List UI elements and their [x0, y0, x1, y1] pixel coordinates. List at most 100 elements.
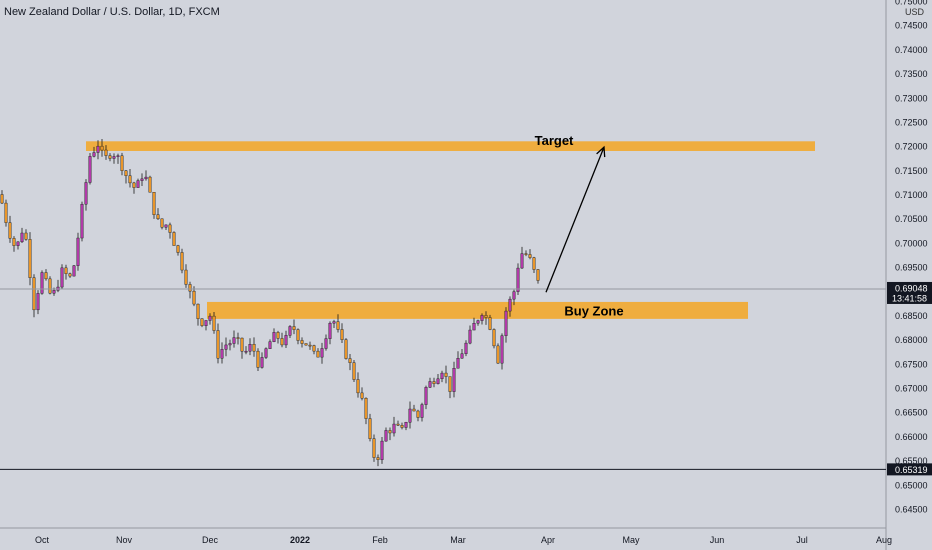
candle-body — [372, 438, 376, 458]
candle-body — [468, 329, 472, 344]
x-tick-label: Jun — [710, 535, 725, 545]
y-tick-label: 0.68500 — [895, 311, 928, 321]
candle-body — [304, 343, 308, 346]
candle-body — [344, 339, 348, 359]
candle-body — [448, 376, 452, 392]
candle-body — [168, 224, 172, 233]
candle-body — [144, 176, 148, 180]
candle-body — [212, 315, 216, 331]
currency-label: USD — [905, 7, 925, 17]
candle-body — [328, 322, 332, 339]
y-tick-label: 0.71500 — [895, 166, 928, 176]
support-price-tag — [887, 463, 932, 476]
candle-body — [156, 214, 160, 220]
x-tick-label: Nov — [116, 535, 133, 545]
candle-body — [64, 267, 68, 274]
candle-body — [520, 253, 524, 269]
candle-body — [20, 232, 24, 243]
candle-body — [0, 194, 4, 204]
candle-body — [188, 284, 192, 292]
candle-body — [340, 329, 344, 340]
candle-body — [444, 372, 448, 377]
candle-body — [148, 176, 152, 193]
candle-body — [4, 202, 8, 223]
candle-body — [24, 232, 28, 240]
candle-body — [360, 392, 364, 399]
y-tick-label: 0.65500 — [895, 456, 928, 466]
candle-body — [264, 348, 268, 358]
candle-body — [420, 404, 424, 418]
candle-body — [324, 338, 328, 349]
projection-arrow-line — [545, 146, 605, 293]
candle-body — [204, 320, 208, 326]
last-price-value: 0.69048 — [895, 283, 928, 293]
candle-body — [500, 335, 504, 364]
candle-body — [200, 318, 204, 326]
candle-body — [472, 323, 476, 331]
candle-body — [536, 269, 540, 281]
candle-body — [336, 321, 340, 330]
candle-body — [112, 156, 116, 159]
candle-body — [276, 332, 280, 339]
candle-body — [12, 238, 16, 246]
candle-body — [236, 337, 240, 339]
candle-body — [28, 239, 32, 278]
candle-body — [40, 272, 44, 294]
y-tick-label: 0.75000 — [895, 0, 928, 7]
candle-body — [244, 350, 248, 353]
x-tick-label: Mar — [450, 535, 466, 545]
candle-body — [496, 345, 500, 364]
candle-body — [408, 408, 412, 423]
candle-body — [428, 381, 432, 388]
candle-body — [464, 342, 468, 354]
candle-body — [272, 332, 276, 342]
candle-body — [284, 335, 288, 346]
candle-body — [80, 203, 84, 239]
candle-body — [400, 425, 404, 428]
candle-body — [376, 457, 380, 460]
y-tick-label: 0.66000 — [895, 432, 928, 442]
candle-body — [44, 272, 48, 280]
candle-body — [160, 218, 164, 228]
candle-body — [136, 180, 140, 188]
x-tick-label: Aug — [876, 535, 892, 545]
y-tick-label: 0.72000 — [895, 142, 928, 152]
candle-body — [92, 152, 96, 157]
candle-body — [196, 303, 200, 319]
candle-body — [352, 362, 356, 380]
y-tick-label: 0.74500 — [895, 21, 928, 31]
candle-body — [192, 290, 196, 305]
candle-body — [48, 278, 52, 294]
candle-body — [176, 245, 180, 253]
candle-body — [384, 430, 388, 442]
candle-body — [432, 381, 436, 384]
y-tick-label: 0.64500 — [895, 505, 928, 515]
candle-body — [320, 348, 324, 358]
x-tick-label: May — [622, 535, 640, 545]
candle-body — [248, 344, 252, 352]
y-tick-label: 0.65000 — [895, 480, 928, 490]
candle-body — [476, 320, 480, 324]
candle-body — [216, 330, 220, 359]
candle-body — [484, 315, 488, 318]
candle-body — [128, 175, 132, 184]
y-tick-label: 0.66500 — [895, 408, 928, 418]
y-tick-label: 0.73000 — [895, 93, 928, 103]
candle-body — [456, 358, 460, 369]
candle-body — [228, 343, 232, 346]
candle-body — [412, 408, 416, 412]
x-tick-label: 2022 — [290, 535, 310, 545]
candle-body — [172, 232, 176, 246]
candle-body — [532, 257, 536, 270]
candle-body — [268, 341, 272, 349]
buy-zone-label: Buy Zone — [564, 304, 623, 319]
candle-body — [76, 237, 80, 266]
candle-body — [436, 378, 440, 384]
candle-body — [52, 290, 56, 294]
candle-body — [184, 269, 188, 285]
candle-body — [380, 440, 384, 460]
candle-body — [356, 379, 360, 394]
buy-zone — [207, 301, 748, 319]
candle-body — [292, 326, 296, 330]
